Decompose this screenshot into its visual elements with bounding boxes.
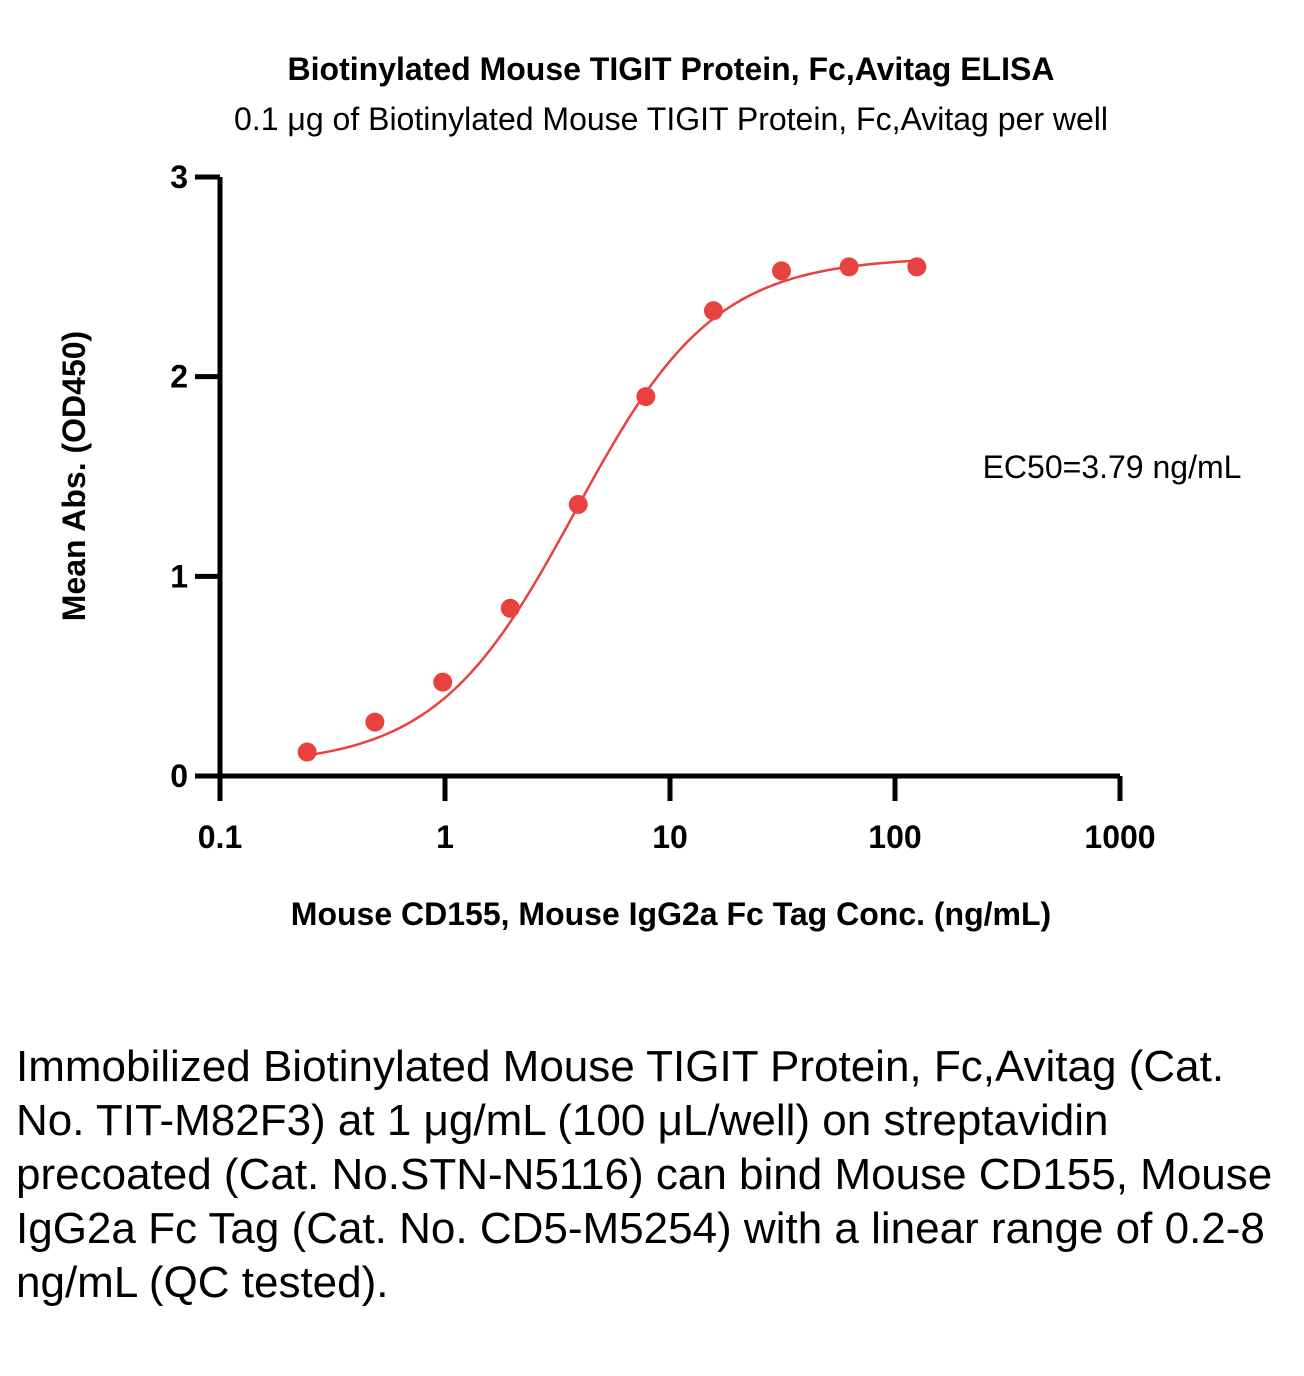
data-point [703,301,723,321]
data-point [839,257,859,277]
data-point [636,387,656,407]
data-point [433,672,453,692]
data-points [297,257,927,762]
y-tick-label: 0 [170,758,188,794]
y-tick-label: 1 [170,558,188,594]
chart-subtitle: 0.1 μg of Biotinylated Mouse TIGIT Prote… [234,101,1108,137]
x-tick-label: 0.1 [198,819,242,855]
elisa-chart: Biotinylated Mouse TIGIT Protein, Fc,Avi… [56,51,1242,932]
chart-title: Biotinylated Mouse TIGIT Protein, Fc,Avi… [288,51,1055,87]
axes: 0.1 1 10 100 1000 0 1 2 3 [170,159,1155,855]
data-point [365,712,385,732]
x-tick-label: 1000 [1084,819,1155,855]
x-tick-label: 100 [868,819,921,855]
x-tick-label: 1 [436,819,454,855]
ec50-annotation: EC50=3.79 ng/mL [983,449,1242,485]
y-tick-label: 2 [170,359,188,395]
x-axis-label: Mouse CD155, Mouse IgG2a Fc Tag Conc. (n… [291,896,1051,932]
data-point [568,494,588,514]
fit-curve [306,259,917,757]
figure-caption: Immobilized Biotinylated Mouse TIGIT Pro… [16,1042,1273,1307]
data-point [907,257,927,277]
y-tick-label: 3 [170,159,188,195]
x-tick-label: 10 [652,819,688,855]
data-point [297,742,317,762]
data-point [771,261,791,281]
y-axis-label: Mean Abs. (OD450) [56,331,92,621]
data-point [500,598,520,618]
